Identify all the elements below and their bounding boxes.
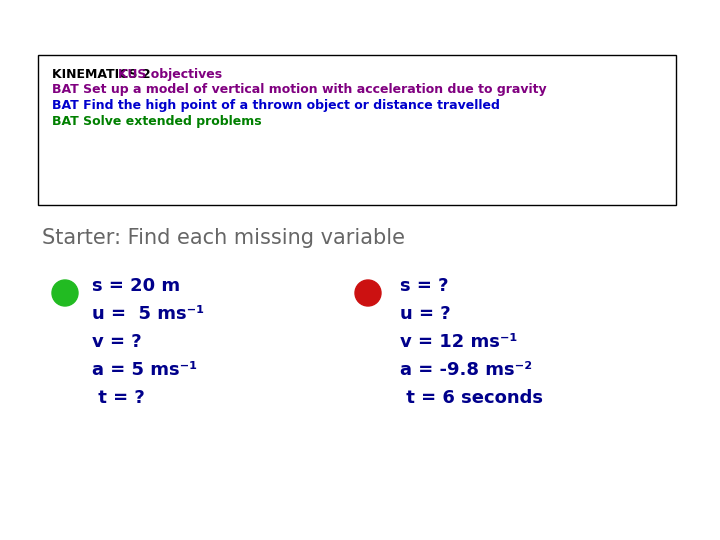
Text: a = 5 ms⁻¹: a = 5 ms⁻¹ bbox=[92, 361, 197, 379]
Text: BAT Find the high point of a thrown object or distance travelled: BAT Find the high point of a thrown obje… bbox=[52, 99, 500, 112]
Text: BAT Solve extended problems: BAT Solve extended problems bbox=[52, 115, 261, 128]
Text: Starter: Find each missing variable: Starter: Find each missing variable bbox=[42, 228, 405, 248]
FancyBboxPatch shape bbox=[38, 55, 676, 205]
Text: u = ?: u = ? bbox=[400, 305, 451, 323]
Circle shape bbox=[355, 280, 381, 306]
Text: s = ?: s = ? bbox=[400, 277, 449, 295]
Text: t = ?: t = ? bbox=[92, 389, 145, 407]
Text: s = 20 m: s = 20 m bbox=[92, 277, 180, 295]
Text: v = ?: v = ? bbox=[92, 333, 142, 351]
Circle shape bbox=[52, 280, 78, 306]
Text: u =  5 ms⁻¹: u = 5 ms⁻¹ bbox=[92, 305, 204, 323]
Text: t = 6 seconds: t = 6 seconds bbox=[400, 389, 543, 407]
Text: v = 12 ms⁻¹: v = 12 ms⁻¹ bbox=[400, 333, 518, 351]
Text: BAT Set up a model of vertical motion with acceleration due to gravity: BAT Set up a model of vertical motion wi… bbox=[52, 83, 546, 96]
Text: KINEMATICS 2: KINEMATICS 2 bbox=[52, 68, 155, 81]
Text: KUS objectives: KUS objectives bbox=[118, 68, 222, 81]
Text: a = -9.8 ms⁻²: a = -9.8 ms⁻² bbox=[400, 361, 532, 379]
